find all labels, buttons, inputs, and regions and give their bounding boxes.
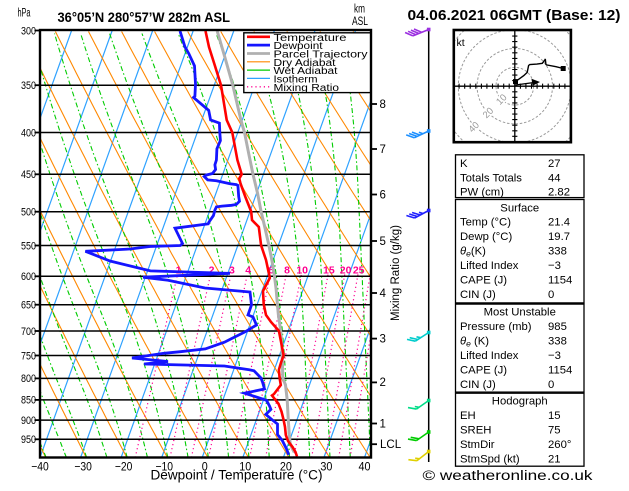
- svg-text:10: 10: [296, 265, 308, 277]
- svg-text:10: 10: [239, 460, 251, 474]
- svg-text:1: 1: [380, 418, 386, 430]
- svg-text:700: 700: [21, 326, 36, 338]
- svg-text:27: 27: [548, 158, 561, 170]
- svg-text:19.7: 19.7: [548, 231, 570, 243]
- svg-text:25: 25: [353, 265, 365, 277]
- svg-text:3: 3: [229, 265, 235, 277]
- svg-text:350: 350: [21, 80, 36, 92]
- svg-text:20: 20: [340, 265, 352, 277]
- svg-text:44: 44: [548, 173, 561, 185]
- svg-text:4: 4: [245, 265, 251, 277]
- svg-text:800: 800: [21, 373, 36, 385]
- svg-text:75: 75: [548, 425, 561, 437]
- svg-text:2: 2: [209, 265, 215, 277]
- svg-text:ASL: ASL: [352, 16, 368, 28]
- svg-text:−40: −40: [31, 460, 49, 474]
- svg-text:30: 30: [320, 460, 332, 474]
- svg-text:Mixing Ratio: Mixing Ratio: [274, 83, 340, 94]
- svg-text:−20: −20: [115, 460, 133, 474]
- svg-text:Lifted Index: Lifted Index: [460, 350, 519, 362]
- svg-text:3: 3: [380, 333, 386, 345]
- svg-text:8: 8: [284, 265, 290, 277]
- svg-text:338: 338: [548, 246, 567, 258]
- svg-text:PW (cm): PW (cm): [460, 187, 504, 199]
- svg-text:900: 900: [21, 415, 36, 427]
- svg-text:Hodograph: Hodograph: [492, 396, 548, 408]
- svg-text:CIN (J): CIN (J): [460, 379, 496, 391]
- svg-text:kt: kt: [457, 37, 465, 49]
- svg-text:04.06.2021 06GMT (Base: 12): 04.06.2021 06GMT (Base: 12): [408, 8, 621, 24]
- svg-text:36°05’N 280°57’W 282m ASL: 36°05’N 280°57’W 282m ASL: [58, 9, 231, 25]
- svg-text:EH: EH: [460, 410, 476, 422]
- svg-text:Mixing Ratio (g/kg): Mixing Ratio (g/kg): [390, 225, 402, 321]
- svg-text:450: 450: [21, 169, 36, 181]
- svg-text:Dewp (°C): Dewp (°C): [460, 231, 512, 243]
- svg-text:Surface: Surface: [500, 203, 539, 215]
- svg-text:15: 15: [548, 410, 561, 422]
- svg-text:Dewpoint / Temperature (°C): Dewpoint / Temperature (°C): [151, 468, 323, 483]
- svg-text:600: 600: [21, 271, 36, 283]
- svg-text:2: 2: [380, 377, 386, 389]
- svg-text:−3: −3: [548, 260, 561, 272]
- svg-text:400: 400: [21, 127, 36, 139]
- svg-text:500: 500: [21, 207, 36, 219]
- svg-text:Temperature: Temperature: [274, 33, 348, 44]
- svg-text:985: 985: [548, 321, 567, 333]
- svg-text:© weatheronline.co.uk: © weatheronline.co.uk: [423, 468, 593, 483]
- svg-text:LCL: LCL: [380, 439, 402, 451]
- svg-text:K: K: [460, 158, 468, 170]
- svg-text:θe (K): θe (K): [460, 336, 489, 349]
- svg-text:Dry Adiabat: Dry Adiabat: [274, 58, 336, 69]
- svg-text:4: 4: [380, 288, 387, 300]
- svg-text:20: 20: [280, 460, 292, 474]
- svg-text:Pressure (mb): Pressure (mb): [460, 321, 532, 333]
- svg-text:Totals Totals: Totals Totals: [460, 173, 522, 185]
- svg-text:21.4: 21.4: [548, 217, 570, 229]
- svg-text:SREH: SREH: [460, 425, 491, 437]
- svg-text:Parcel Trajectory: Parcel Trajectory: [274, 50, 368, 61]
- svg-text:21: 21: [548, 454, 561, 466]
- svg-text:8: 8: [380, 99, 386, 111]
- svg-text:Most Unstable: Most Unstable: [484, 307, 556, 319]
- svg-text:6: 6: [268, 265, 274, 277]
- svg-text:StmSpd (kt): StmSpd (kt): [460, 454, 520, 466]
- svg-text:1154: 1154: [548, 365, 572, 377]
- svg-text:CAPE (J): CAPE (J): [460, 275, 507, 287]
- svg-text:−10: −10: [155, 460, 173, 474]
- svg-text:Lifted Index: Lifted Index: [460, 260, 519, 272]
- svg-text:Isotherm: Isotherm: [274, 75, 318, 86]
- svg-text:StmDir: StmDir: [460, 439, 495, 451]
- svg-text:40: 40: [359, 460, 371, 474]
- svg-text:CAPE (J): CAPE (J): [460, 365, 507, 377]
- svg-text:850: 850: [21, 395, 36, 407]
- svg-text:550: 550: [21, 240, 36, 252]
- svg-text:6: 6: [380, 189, 386, 201]
- svg-text:338: 338: [548, 336, 567, 348]
- svg-text:1154: 1154: [548, 275, 572, 287]
- svg-text:0: 0: [202, 460, 208, 474]
- svg-text:2.82: 2.82: [548, 187, 570, 199]
- svg-text:CIN (J): CIN (J): [460, 289, 496, 301]
- svg-text:260°: 260°: [548, 439, 571, 451]
- svg-text:750: 750: [21, 350, 36, 362]
- svg-text:−3: −3: [548, 350, 561, 362]
- svg-text:0: 0: [548, 379, 554, 391]
- svg-text:km: km: [354, 4, 365, 16]
- svg-text:15: 15: [323, 265, 335, 277]
- svg-text:950: 950: [21, 434, 36, 446]
- svg-text:650: 650: [21, 300, 36, 312]
- svg-text:300: 300: [21, 25, 36, 37]
- svg-text:0: 0: [548, 289, 554, 301]
- svg-text:7: 7: [380, 144, 386, 156]
- svg-text:Temp (°C): Temp (°C): [460, 217, 511, 229]
- svg-text:Wet Adiabat: Wet Adiabat: [274, 66, 338, 77]
- svg-text:−30: −30: [74, 460, 92, 474]
- svg-text:hPa: hPa: [18, 8, 31, 20]
- svg-text:θe(K): θe(K): [460, 246, 486, 259]
- svg-text:5: 5: [380, 236, 386, 248]
- svg-text:Dewpoint: Dewpoint: [274, 41, 323, 52]
